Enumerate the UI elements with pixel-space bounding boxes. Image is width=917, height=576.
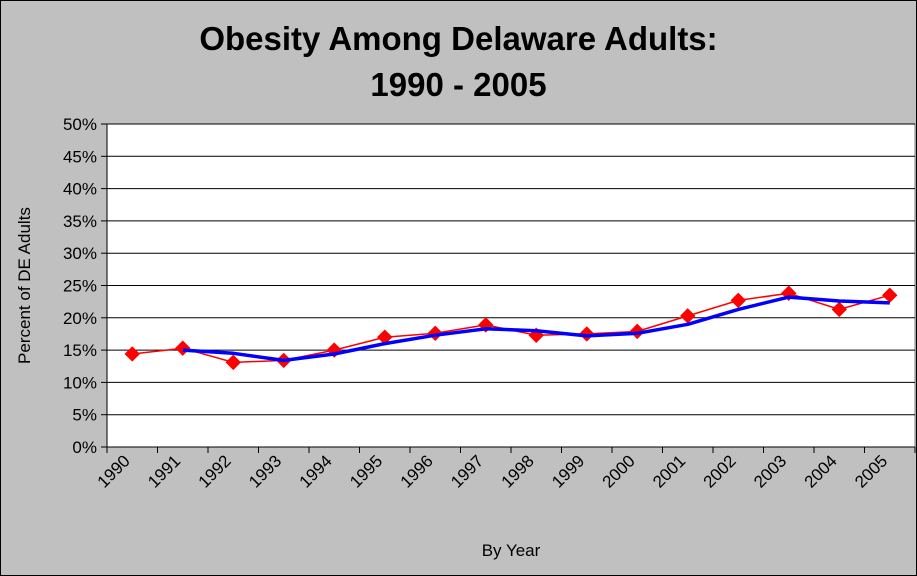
x-tick-label: 2005 [851,451,891,491]
x-tick-label: 1992 [195,451,235,491]
x-tick-label: 2004 [801,451,841,491]
y-tick-label: 5% [72,406,97,425]
x-tick-label: 1995 [346,451,386,491]
data-point-marker [124,346,140,362]
x-tick-label: 2001 [649,451,689,491]
y-tick-label: 20% [63,309,97,328]
x-tick-label: 1990 [94,451,134,491]
x-axis-label: By Year [482,541,541,560]
x-tick-label: 2000 [599,451,639,491]
y-tick-label: 35% [63,212,97,231]
data-point-marker [831,301,847,318]
x-tick-label: 1999 [548,451,588,491]
x-tick-label: 1994 [296,451,336,491]
y-tick-label: 15% [63,341,97,360]
y-tick-label: 50% [63,115,97,134]
x-tick-label: 2002 [700,451,740,491]
x-tick-label: 1998 [498,451,538,491]
gridlines [107,123,915,448]
series-layer [124,285,898,371]
chart-title-line-2: 1990 - 2005 [370,66,547,103]
y-axis-ticks: 0% 5% 10% 15% 20% 25% 30% 35% 40% 45% 50% [63,115,915,457]
series-line-2 [182,295,890,363]
data-point-marker [730,292,746,309]
y-tick-label: 0% [72,438,97,457]
y-tick-label: 30% [63,244,97,263]
x-tick-label: 1991 [144,451,184,491]
y-tick-label: 45% [63,147,97,166]
y-tick-label: 25% [63,277,97,296]
x-tick-label: 2003 [750,451,790,491]
y-tick-label: 10% [63,373,97,392]
x-tick-label: 1993 [245,451,285,491]
y-axis-label: Percent of DE Adults [15,207,34,364]
x-axis-ticks: 1990 1991 1992 1993 1994 1995 1996 1997 1998 1999… [94,447,916,492]
chart-title-line-1: Obesity Among Delaware Adults: [199,20,718,57]
x-tick-label: 1997 [447,451,487,491]
data-point-marker [225,354,241,371]
x-tick-label: 1996 [397,451,437,491]
y-tick-label: 40% [63,180,97,199]
